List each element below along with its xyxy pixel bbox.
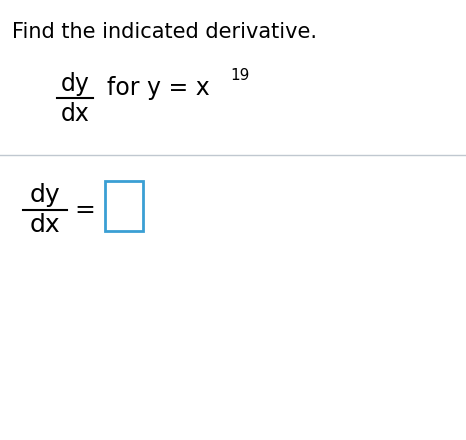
Text: dx: dx xyxy=(30,213,60,237)
Text: dy: dy xyxy=(30,183,60,207)
Bar xyxy=(105,181,143,231)
Text: dx: dx xyxy=(61,102,89,126)
Text: Find the indicated derivative.: Find the indicated derivative. xyxy=(12,22,317,42)
Text: =: = xyxy=(75,198,96,222)
Text: for y = x: for y = x xyxy=(107,76,210,100)
Text: 19: 19 xyxy=(230,69,249,84)
Text: dy: dy xyxy=(61,72,89,96)
